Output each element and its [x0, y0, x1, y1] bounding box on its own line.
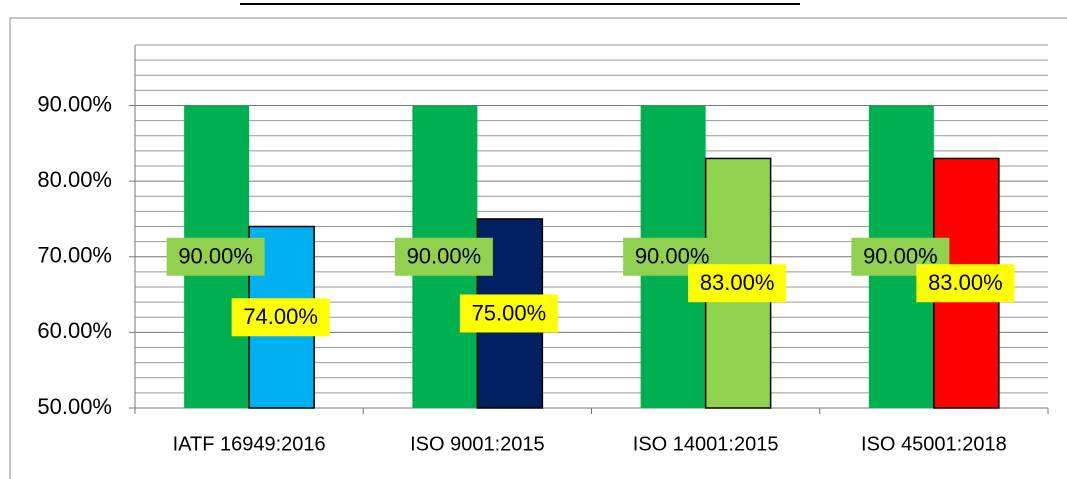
- x-tick-label: IATF 16949:2016: [173, 433, 326, 455]
- y-tick-label: 60.00%: [37, 318, 112, 343]
- data-label: 83.00%: [928, 270, 1003, 295]
- y-tick-label: 90.00%: [37, 91, 112, 116]
- data-label: 74.00%: [243, 304, 318, 329]
- data-label-box: [459, 294, 558, 333]
- data-label-box: [394, 237, 493, 276]
- y-tick-label: 80.00%: [37, 167, 112, 192]
- data-label-box: [231, 298, 330, 337]
- data-label: 83.00%: [700, 270, 775, 295]
- x-tick-label: ISO 9001:2015: [410, 433, 545, 455]
- x-tick-label: ISO 45001:2018: [861, 433, 1007, 455]
- y-tick-label: 50.00%: [37, 394, 112, 419]
- data-label-box: [916, 264, 1015, 303]
- x-tick-label: ISO 14001:2015: [633, 433, 779, 455]
- data-label-box: [688, 264, 787, 303]
- data-label: 90.00%: [407, 244, 482, 269]
- data-label: 75.00%: [472, 300, 547, 325]
- data-label-box: [166, 237, 265, 276]
- y-tick-label: 70.00%: [37, 243, 112, 268]
- data-label: 90.00%: [178, 244, 253, 269]
